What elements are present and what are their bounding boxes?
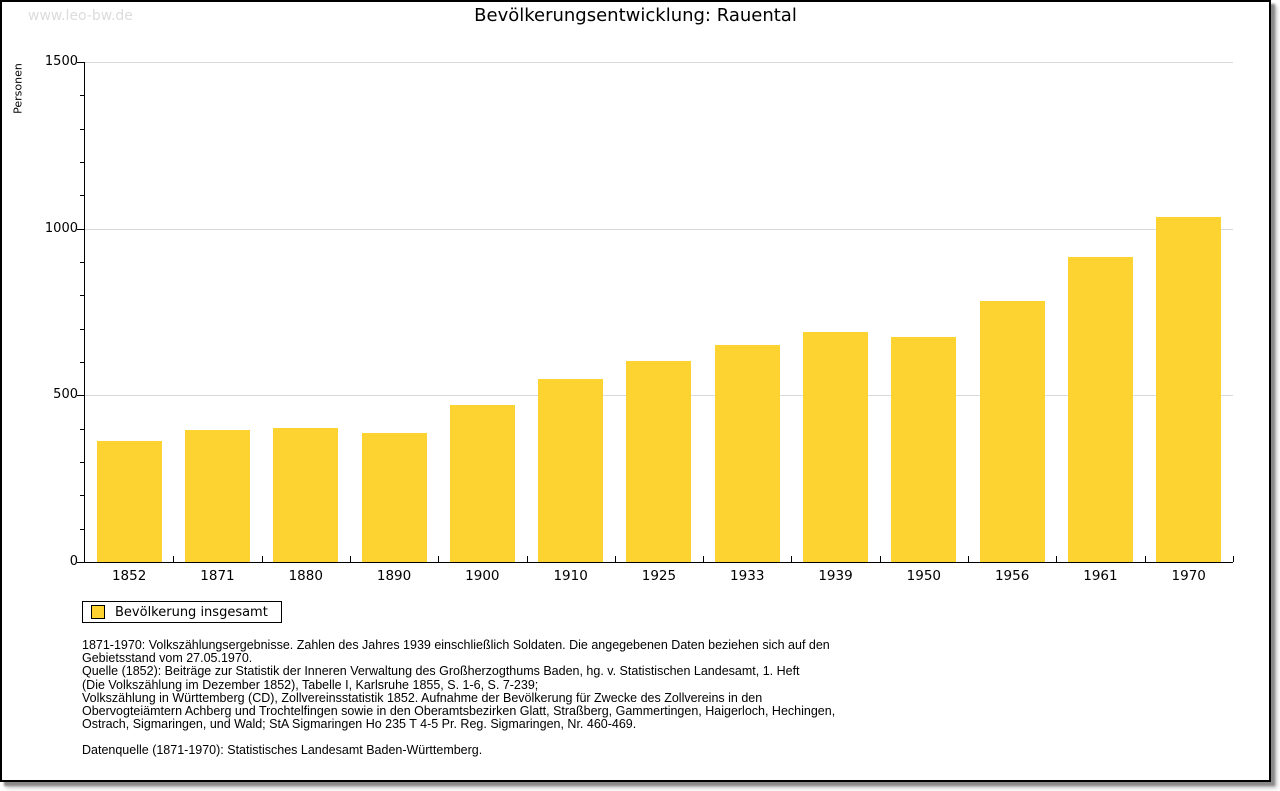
- watermark: www.leo-bw.de: [28, 8, 133, 24]
- bar-1961: [1067, 257, 1133, 562]
- x-tick-1: [173, 556, 175, 562]
- x-tick-label-1900: 1900: [465, 568, 500, 584]
- y-tick-label-500: 500: [53, 387, 78, 403]
- footnote-line-6: Obervogteiämtern Achberg und Trochtelfin…: [82, 704, 836, 719]
- y-tick-label-1500: 1500: [44, 54, 78, 69]
- x-tick-label-1925: 1925: [641, 568, 677, 584]
- x-tick-label-1939: 1939: [818, 568, 853, 584]
- y-minor-tick-1100: [80, 195, 84, 197]
- y-minor-tick-1400: [80, 95, 84, 97]
- x-tick-label-1956: 1956: [994, 568, 1030, 584]
- y-major-tick-1500: [77, 62, 84, 63]
- bar-1933: [714, 345, 780, 562]
- y-minor-tick-100: [80, 528, 84, 530]
- gridline-1000: [85, 228, 1233, 230]
- bar-slot-1880: [262, 62, 350, 562]
- y-major-tick-0: [77, 562, 84, 563]
- x-tick-10: [968, 556, 969, 562]
- bar-slot-1939: [791, 62, 879, 562]
- bar-1939: [803, 332, 869, 562]
- x-tick-label-1890: 1890: [376, 568, 412, 584]
- gridline-1500: [85, 62, 1233, 63]
- y-minor-tick-900: [80, 262, 84, 263]
- x-tick-label-1910: 1910: [553, 568, 588, 584]
- y-tick-label-1000: 1000: [44, 220, 78, 236]
- bar-1880: [273, 428, 339, 562]
- x-tick-12: [1144, 556, 1146, 562]
- footnote-line-4: (Die Volkszählung im Dezember 1852), Tab…: [82, 677, 539, 692]
- footnote-line-1: 1871-1970: Volkszählungsergebnisse. Zahl…: [82, 638, 830, 652]
- bar-1900: [449, 404, 515, 562]
- bar-slot-1961: [1056, 62, 1144, 562]
- bar-slot-1890: [350, 62, 438, 562]
- bar-slot-1956: [968, 62, 1056, 562]
- x-tick-5: [526, 556, 528, 562]
- bar-1956: [979, 301, 1045, 562]
- y-minor-tick-1300: [80, 128, 84, 130]
- x-tick-label-1880: 1880: [288, 568, 323, 584]
- y-minor-tick-400: [80, 428, 84, 430]
- y-minor-tick-300: [80, 462, 84, 463]
- footnotes: 1871-1970: Volkszählungsergebnisse. Zahl…: [82, 638, 1182, 758]
- bar-1950: [891, 337, 957, 562]
- y-tick-label-0: 0: [69, 554, 78, 569]
- x-tick-6: [614, 556, 616, 562]
- x-tick-3: [349, 556, 351, 562]
- footnote-line-7: Ostrach, Sigmaringen, und Wald; StA Sigm…: [82, 717, 637, 732]
- x-axis-labels: 1852 1871 1880 1890 1900 1910 1925 1933 1939 1950…: [85, 568, 1233, 584]
- x-tick-9: [879, 556, 881, 562]
- x-tick-7: [703, 556, 705, 562]
- bar-slot-1910: [526, 62, 614, 562]
- legend: Bevölkerung insgesamt: [82, 601, 282, 623]
- legend-color-swatch-icon: [91, 605, 105, 619]
- y-minor-tick-600: [80, 362, 84, 363]
- plot-area: [77, 62, 1234, 563]
- bar-slot-1871: [173, 62, 261, 562]
- bar-slot-1852: [85, 62, 173, 562]
- bars-layer: [85, 62, 1233, 562]
- y-axis-labels: 0 500 1000 1500: [2, 54, 78, 569]
- x-tick-11: [1056, 556, 1058, 562]
- bar-1871: [184, 430, 250, 562]
- bar-slot-1900: [438, 62, 526, 562]
- bar-slot-1950: [880, 62, 968, 562]
- x-tick-2: [261, 556, 263, 562]
- x-tick-label-1852: 1852: [111, 568, 147, 584]
- y-minor-tick-1200: [80, 162, 84, 163]
- bar-slot-1970: [1145, 62, 1233, 562]
- footnote-line-3: Quelle (1852): Beiträge zur Statistik de…: [82, 664, 800, 679]
- y-minor-tick-800: [80, 295, 84, 297]
- x-tick-13: [1232, 556, 1234, 562]
- x-tick-8: [791, 556, 793, 562]
- x-tick-label-1871: 1871: [200, 568, 235, 584]
- y-minor-tick-200: [80, 495, 84, 497]
- y-minor-tick-700: [80, 328, 84, 330]
- y-major-tick-500: [77, 395, 84, 397]
- x-tick-label-1950: 1950: [906, 568, 941, 584]
- x-tick-label-1961: 1961: [1083, 568, 1118, 584]
- legend-label: Bevölkerung insgesamt: [115, 604, 268, 620]
- x-tick-label-1933: 1933: [730, 568, 765, 584]
- footnote-line-2: Gebietsstand vom 27.05.1970.: [82, 651, 253, 666]
- footnote-line-9: Datenquelle (1871-1970): Statistisches L…: [82, 743, 483, 758]
- bar-slot-1925: [615, 62, 703, 562]
- footnote-line-5: Volkszählung in Württemberg (CD), Zollve…: [82, 690, 763, 705]
- y-major-tick-1000: [77, 228, 84, 230]
- chart-title: Bevölkerungsentwicklung: Rauental: [474, 5, 797, 26]
- bar-1925: [626, 361, 692, 562]
- bar-1852: [96, 440, 162, 562]
- x-tick-label-1970: 1970: [1171, 568, 1206, 584]
- bar-slot-1933: [703, 62, 791, 562]
- bar-1910: [538, 379, 604, 562]
- x-tick-4: [438, 556, 440, 562]
- bar-1890: [361, 433, 427, 562]
- bar-1970: [1156, 217, 1222, 562]
